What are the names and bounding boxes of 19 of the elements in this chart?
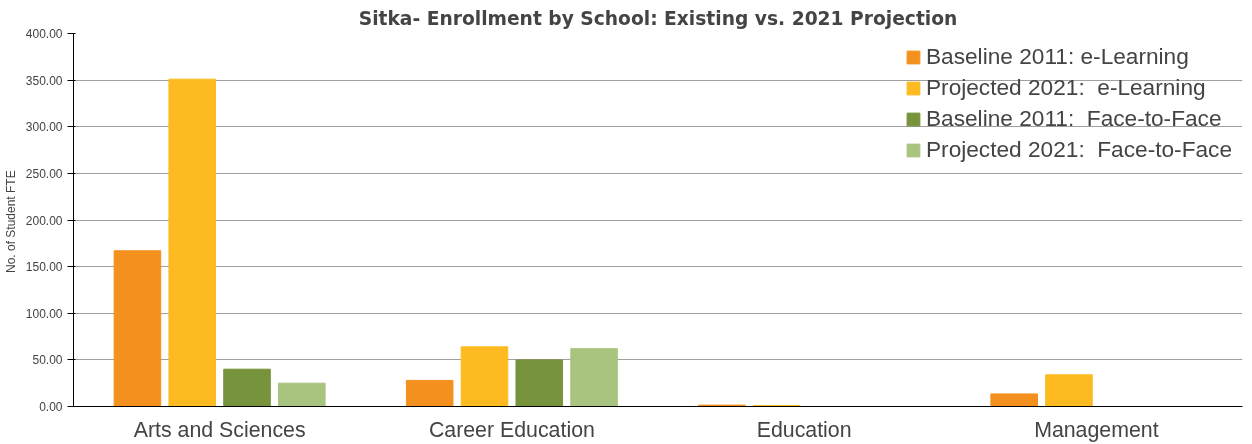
legend-label: Projected 2021: e-Learning	[925, 74, 1206, 101]
x-tick-label: Education	[756, 417, 852, 442]
y-tick-label: 200.00	[25, 213, 63, 228]
legend-label: Projected 2021: Face-to-Face	[925, 136, 1232, 163]
x-tick-label: Arts and Sciences	[133, 417, 306, 442]
y-tick-label: 0.00	[39, 400, 63, 414]
chart-title: Sitka- Enrollment by School: Existing vs. 2021 Projection	[358, 7, 958, 29]
y-tick-label: 350.00	[25, 73, 63, 88]
y-tick-label: 300.00	[25, 120, 63, 135]
y-tick-label: 50.00	[32, 353, 63, 368]
x-tick-label: Career Education	[428, 417, 595, 442]
y-axis-title: No. of Student FTE	[3, 170, 18, 274]
legend-label: Baseline 2011: Face-to-Face	[925, 105, 1222, 132]
y-tick-label: 100.00	[25, 306, 63, 321]
y-tick-label: 400.00	[25, 27, 63, 41]
x-tick-label: Management	[1034, 417, 1159, 442]
legend-label: Baseline 2011: e-Learning	[925, 43, 1189, 70]
y-tick-label: 150.00	[25, 260, 63, 275]
y-tick-label: 250.00	[25, 166, 63, 181]
